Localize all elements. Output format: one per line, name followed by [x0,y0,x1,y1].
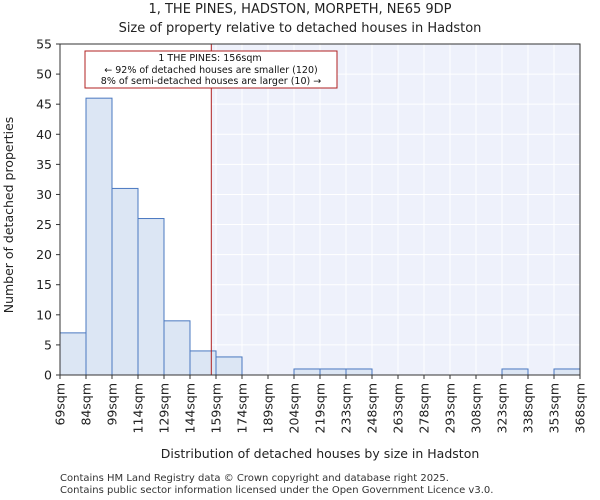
x-tick-label: 248sqm [365,383,380,433]
footer-line-1: Contains HM Land Registry data © Crown c… [60,473,449,484]
x-tick-label: 84sqm [79,383,94,426]
x-tick-label: 204sqm [287,383,302,433]
y-tick-label: 30 [36,187,52,202]
y-axis-label: Number of detached properties [1,117,16,314]
bar [163,320,191,376]
bar [137,218,165,376]
y-tick-label: 25 [36,217,52,232]
x-tick-label: 338sqm [521,383,536,433]
bar [215,356,243,376]
y-tick-label: 45 [36,97,52,112]
y-tick-label: 10 [36,307,52,322]
y-tick-label: 55 [36,37,52,52]
x-tick-label: 278sqm [417,383,432,433]
chart-title: 1, THE PINES, HADSTON, MORPETH, NE65 9DP [148,2,451,17]
annotation-border [84,50,338,89]
bar [553,368,581,376]
y-tick-label: 35 [36,157,52,172]
y-tick-label: 0 [44,368,52,383]
x-axis-label: Distribution of detached houses by size … [161,446,480,461]
chart-subtitle: Size of property relative to detached ho… [119,21,482,36]
y-tick-label: 50 [36,67,52,82]
x-tick-label: 308sqm [469,383,484,433]
x-tick-label: 189sqm [261,383,276,433]
annotation-line-1: 1 THE PINES: 156sqm [158,53,261,64]
x-tick-label: 144sqm [183,383,198,433]
annotation-line-2: ← 92% of detached houses are smaller (12… [104,65,317,76]
x-tick-label: 159sqm [209,383,224,433]
bar [189,350,217,376]
x-tick-label: 219sqm [313,383,328,433]
x-tick-label: 233sqm [339,383,354,433]
bar [59,332,87,376]
x-tick-label: 323sqm [495,383,510,433]
x-tick-label: 69sqm [53,383,68,426]
x-tick-label: 353sqm [547,383,562,433]
annotation-line-3: 8% of semi-detached houses are larger (1… [101,76,321,87]
y-tick-label: 5 [44,337,52,352]
bar [501,368,529,376]
x-tick-label: 114sqm [131,383,146,433]
plot-area: 0 5 10 15 20 25 30 35 40 45 50 55 69sqm 84sqm 99sqm 114… [36,37,587,434]
x-tick-label: 99sqm [105,383,120,426]
x-tick-label: 368sqm [573,383,588,433]
x-tick-label: 293sqm [443,383,458,433]
bar [293,368,321,376]
bar [111,187,139,376]
x-tick-label: 174sqm [235,383,250,433]
y-tick-label: 15 [36,277,52,292]
annotation-box: 1 THE PINES: 156sqm ← 92% of detached ho… [84,50,338,89]
footer-line-2: Contains public sector information licen… [60,485,493,496]
bar [319,368,347,376]
bar [345,368,373,376]
bar [85,97,113,376]
larger-region-shading [211,44,580,375]
y-tick-label: 20 [36,247,52,262]
x-tick-label: 263sqm [391,383,406,433]
y-tick-label: 40 [36,127,52,142]
x-tick-label: 129sqm [157,383,172,433]
